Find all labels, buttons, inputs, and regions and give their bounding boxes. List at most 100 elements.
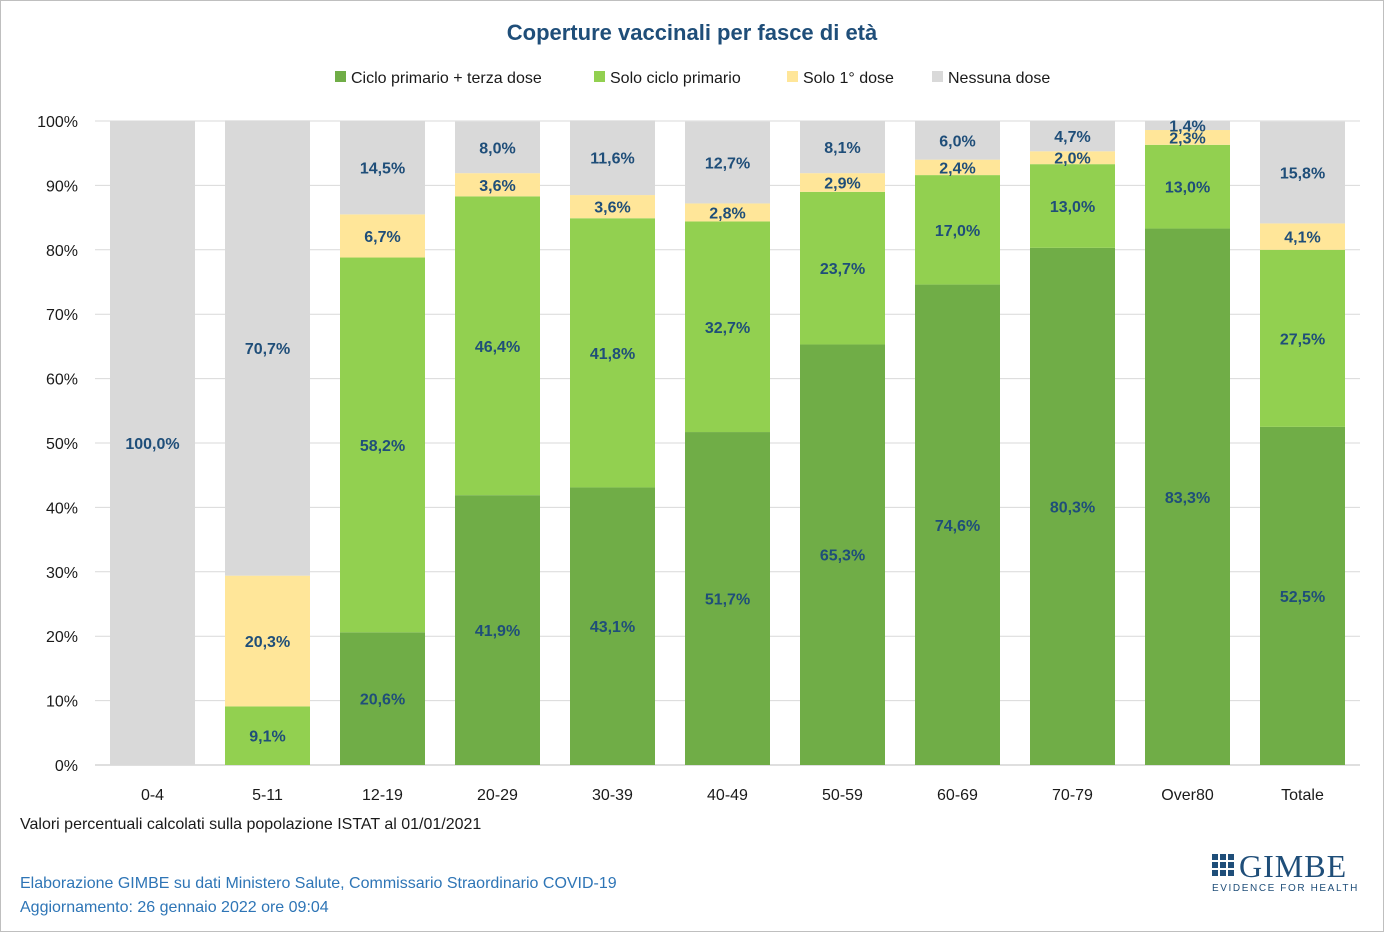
chart-title: Coperture vaccinali per fasce di età [507, 20, 878, 45]
data-label: 3,6% [479, 178, 515, 195]
x-tick-label: 30-39 [592, 787, 633, 804]
y-tick-label: 10% [46, 694, 78, 711]
bar-segment [1260, 426, 1345, 765]
legend-label-2: Solo 1° dose [803, 70, 894, 87]
legend-label-3: Nessuna dose [948, 70, 1050, 87]
data-label: 83,3% [1165, 490, 1210, 507]
bar-segment [915, 159, 1000, 176]
data-label: 6,0% [939, 133, 975, 150]
y-tick-label: 70% [46, 307, 78, 324]
y-tick-label: 90% [46, 178, 78, 195]
data-label: 2,4% [939, 160, 975, 177]
data-label: 20,6% [360, 692, 405, 709]
bar-segment [225, 120, 310, 576]
logo-wordmark: GIMBE [1239, 848, 1348, 884]
footer: Elaborazione GIMBE su dati Ministero Sal… [20, 872, 617, 920]
y-tick-label: 20% [46, 629, 78, 646]
bar-segment [1030, 151, 1115, 165]
bar-segment [1145, 130, 1230, 145]
data-label: 70,7% [245, 341, 290, 358]
data-label: 14,5% [360, 161, 405, 178]
data-label: 46,4% [475, 339, 520, 356]
data-label: 80,3% [1050, 499, 1095, 516]
data-label: 11,6% [590, 151, 634, 168]
x-tick-label: 60-69 [937, 787, 978, 804]
bar-segment [340, 632, 425, 765]
data-label: 13,0% [1050, 199, 1095, 216]
bar-segment [685, 221, 770, 433]
bar-segment [1030, 121, 1115, 152]
data-label: 8,0% [479, 140, 515, 157]
x-tick-label: 0-4 [141, 787, 164, 804]
y-tick-label: 40% [46, 500, 78, 517]
bar-segment [225, 706, 310, 765]
y-axis: 0% 10% 20% 30% 40% 50% 60% 70% 80% 90% 100% [37, 114, 78, 775]
bar-segment [685, 121, 770, 204]
bar-segment [685, 432, 770, 765]
data-label: 17,0% [935, 223, 980, 240]
legend-swatch-0 [335, 71, 346, 82]
bar-segment [455, 495, 540, 765]
legend-label-1: Solo ciclo primario [610, 70, 741, 87]
bar-segment [225, 575, 310, 707]
bar-segment [1260, 223, 1345, 250]
y-tick-label: 80% [46, 243, 78, 260]
bar-segment [1260, 249, 1345, 427]
chart-legend: Ciclo primario + terza dose Solo ciclo pr… [335, 70, 1050, 87]
y-tick-label: 100% [37, 114, 78, 131]
data-label: 4,7% [1054, 129, 1090, 146]
y-tick-label: 0% [55, 758, 78, 775]
data-label: 15,8% [1280, 166, 1325, 183]
data-label: 65,3% [820, 548, 865, 565]
x-tick-label: Over80 [1161, 787, 1214, 804]
data-label: 41,9% [475, 623, 520, 640]
data-label: 23,7% [820, 261, 865, 278]
data-label: 12,7% [705, 156, 750, 173]
bar-segment [570, 218, 655, 488]
x-tick-label: 12-19 [362, 787, 403, 804]
data-label: 52,5% [1280, 589, 1325, 606]
data-label: 2,3% [1169, 130, 1205, 147]
bar-segment [1030, 164, 1115, 248]
bar-segment [570, 487, 655, 765]
bar-segment [1145, 121, 1230, 131]
gimbe-logo: GIMBE EVIDENCE FOR HEALTH [1212, 848, 1362, 900]
data-label: 4,1% [1284, 230, 1320, 247]
legend-label-0: Ciclo primario + terza dose [351, 70, 542, 87]
bar-segment [110, 121, 195, 765]
x-tick-label: 40-49 [707, 787, 748, 804]
footer-updated: Aggiornamento: 26 gennaio 2022 ore 09:04 [20, 899, 329, 916]
data-label: 20,3% [245, 634, 290, 651]
data-label: 27,5% [1280, 331, 1325, 348]
bar-segment [1145, 228, 1230, 766]
data-label: 74,6% [935, 518, 980, 535]
bar-segment [685, 203, 770, 222]
legend-swatch-3 [932, 71, 943, 82]
y-tick-label: 50% [46, 436, 78, 453]
legend-swatch-1 [594, 71, 605, 82]
y-tick-label: 60% [46, 372, 78, 389]
bars [110, 120, 1345, 766]
data-label: 100,0% [125, 436, 179, 453]
bar-segment [915, 284, 1000, 765]
data-label: 43,1% [590, 619, 635, 636]
x-axis: 0-4 5-11 12-19 20-29 30-39 40-49 50-59 60-69 70-… [141, 787, 1324, 804]
data-label: 2,9% [824, 176, 860, 193]
bar-segment [915, 121, 1000, 160]
x-tick-label: 50-59 [822, 787, 863, 804]
bar-segment [455, 121, 540, 174]
bar-segment [800, 121, 885, 174]
bar-segment [570, 195, 655, 219]
data-label: 32,7% [705, 320, 750, 337]
bar-segment [570, 120, 655, 196]
bar-segment [800, 344, 885, 765]
chart-note: Valori percentuali calcolati sulla popol… [20, 816, 482, 833]
data-label: 8,1% [824, 140, 860, 157]
bar-segment [1145, 144, 1230, 229]
bar-segment [800, 191, 885, 345]
bar-segment [915, 175, 1000, 285]
bar-segment [455, 196, 540, 496]
data-label: 58,2% [360, 438, 405, 455]
y-tick-label: 30% [46, 565, 78, 582]
x-tick-label: 5-11 [252, 787, 283, 804]
